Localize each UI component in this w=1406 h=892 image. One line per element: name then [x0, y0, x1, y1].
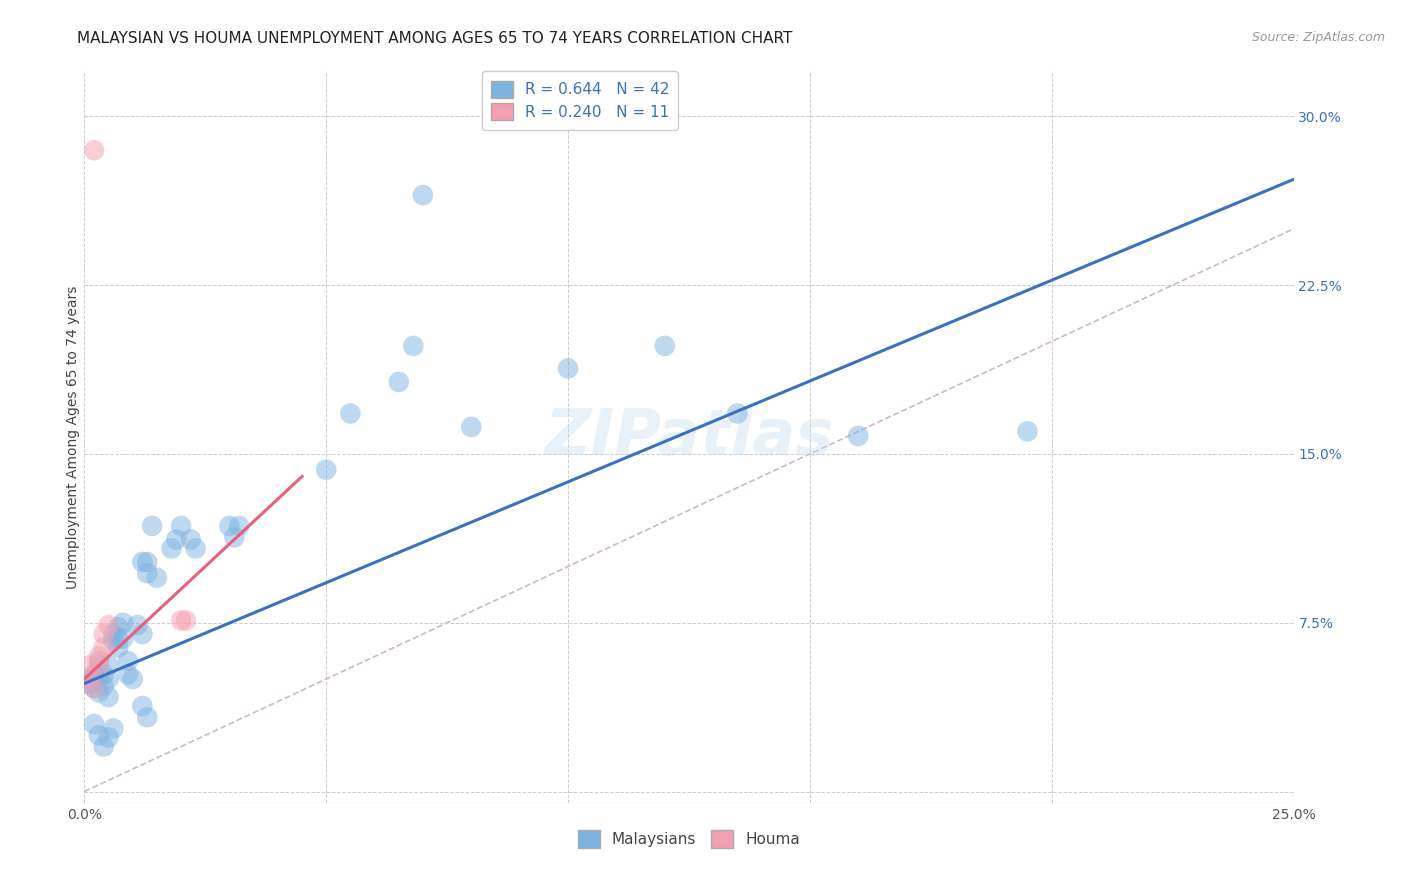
Point	[97, 672, 120, 686]
Point	[160, 541, 183, 556]
Point	[557, 361, 579, 376]
Point	[112, 615, 135, 630]
Point	[339, 407, 361, 421]
Text: Source: ZipAtlas.com: Source: ZipAtlas.com	[1251, 31, 1385, 45]
Point	[170, 614, 193, 628]
Point	[87, 685, 110, 699]
Point	[97, 690, 120, 704]
Point	[117, 667, 139, 681]
Point	[103, 633, 125, 648]
Point	[136, 566, 159, 581]
Point	[180, 533, 202, 547]
Point	[83, 681, 105, 695]
Point	[107, 620, 129, 634]
Point	[121, 672, 143, 686]
Point	[146, 571, 169, 585]
Point	[131, 699, 153, 714]
Point	[93, 739, 115, 754]
Point	[228, 519, 250, 533]
Point	[87, 658, 110, 673]
Point	[93, 627, 115, 641]
Point	[127, 618, 149, 632]
Point	[1017, 425, 1039, 439]
Point	[131, 627, 153, 641]
Point	[131, 555, 153, 569]
Point	[170, 519, 193, 533]
Point	[97, 618, 120, 632]
Point	[402, 339, 425, 353]
Point	[77, 658, 100, 673]
Point	[141, 519, 163, 533]
Point	[315, 463, 337, 477]
Point	[136, 710, 159, 724]
Point	[846, 429, 869, 443]
Point	[83, 143, 105, 157]
Point	[103, 627, 125, 641]
Point	[87, 654, 110, 668]
Legend: Malaysians, Houma: Malaysians, Houma	[572, 824, 806, 854]
Point	[93, 640, 115, 655]
Point	[460, 420, 482, 434]
Text: MALAYSIAN VS HOUMA UNEMPLOYMENT AMONG AGES 65 TO 74 YEARS CORRELATION CHART: MALAYSIAN VS HOUMA UNEMPLOYMENT AMONG AG…	[77, 31, 793, 46]
Point	[97, 658, 120, 673]
Point	[412, 188, 434, 202]
Point	[83, 717, 105, 731]
Point	[83, 681, 105, 695]
Point	[107, 632, 129, 646]
Point	[107, 640, 129, 655]
Point	[77, 672, 100, 686]
Point	[103, 722, 125, 736]
Point	[388, 375, 411, 389]
Point	[83, 667, 105, 681]
Point	[165, 533, 187, 547]
Point	[725, 407, 748, 421]
Point	[93, 667, 115, 681]
Point	[184, 541, 207, 556]
Point	[174, 614, 197, 628]
Point	[224, 530, 246, 544]
Point	[87, 649, 110, 664]
Point	[136, 555, 159, 569]
Point	[117, 654, 139, 668]
Point	[77, 672, 100, 686]
Point	[87, 728, 110, 742]
Text: ZIPatlas: ZIPatlas	[544, 406, 834, 468]
Point	[93, 679, 115, 693]
Point	[97, 731, 120, 745]
Point	[77, 676, 100, 690]
Y-axis label: Unemployment Among Ages 65 to 74 years: Unemployment Among Ages 65 to 74 years	[66, 285, 80, 589]
Point	[654, 339, 676, 353]
Point	[112, 632, 135, 646]
Point	[218, 519, 240, 533]
Point	[87, 672, 110, 686]
